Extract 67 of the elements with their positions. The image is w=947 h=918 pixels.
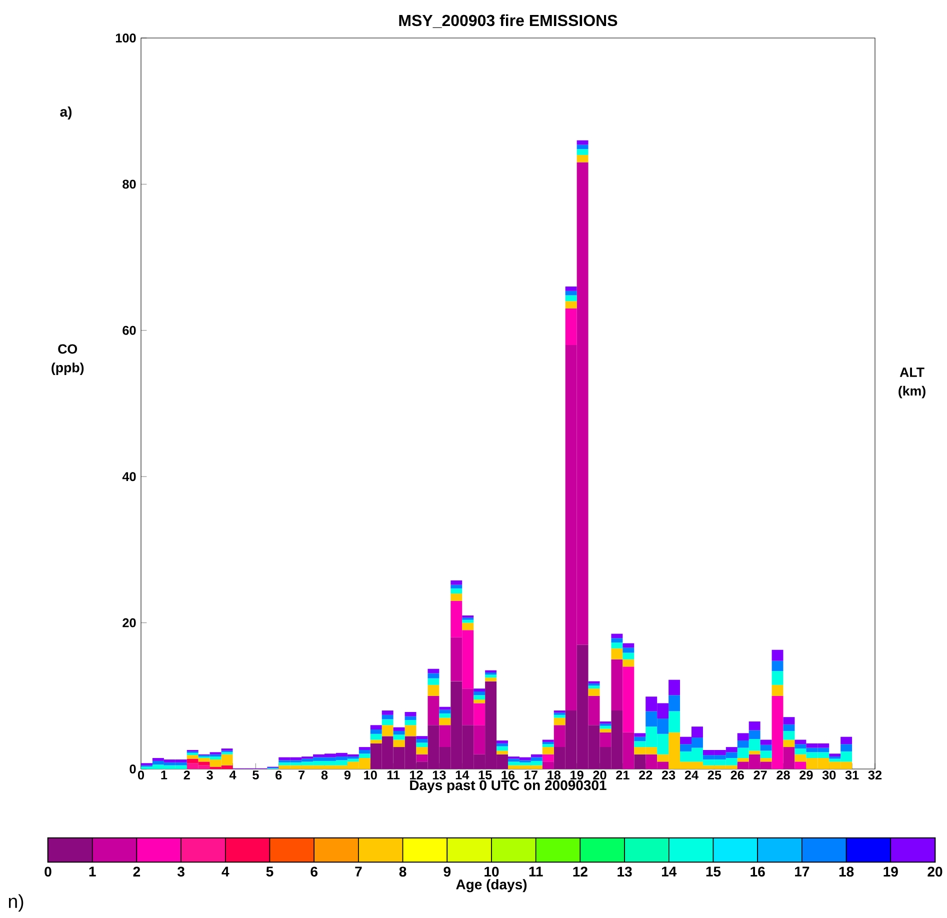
x-tick-label: 32 xyxy=(868,770,882,780)
x-tick-label: 10 xyxy=(364,770,377,780)
x-tick-label: 27 xyxy=(754,770,767,780)
color-bar-label: 15 xyxy=(706,866,721,876)
x-tick-label: 0 xyxy=(138,770,144,780)
x-tick-label: 3 xyxy=(206,770,213,780)
x-tick-label: 28 xyxy=(776,770,790,780)
x-tick-label: 24 xyxy=(684,770,698,780)
color-bar-label: 10 xyxy=(484,866,499,877)
color-bar-label: 13 xyxy=(618,866,632,877)
x-tick-label: 12 xyxy=(410,770,423,780)
y-axis-title: CO (ppb) xyxy=(52,344,84,375)
color-bar-label: 0 xyxy=(44,866,52,877)
color-bar-label: 16 xyxy=(750,866,765,877)
x-tick-label: 9 xyxy=(344,770,351,780)
x-tick-label: 13 xyxy=(432,770,446,780)
x-tick-label: 25 xyxy=(708,770,722,780)
x-tick-label: 15 xyxy=(478,770,492,780)
color-bar-label: 7 xyxy=(355,866,362,876)
color-bar-title: Age (days) xyxy=(456,879,527,892)
x-tick-label: 16 xyxy=(502,770,515,780)
x-tick-label: 7 xyxy=(298,770,305,780)
x-tick-label: 18 xyxy=(548,770,561,780)
y-tick-label: 100 xyxy=(116,34,136,42)
x-axis-title: Days past 0 UTC on 20090301 xyxy=(410,780,606,793)
chart-title: MSY_200903 fire EMISSIONS xyxy=(399,14,618,28)
x-tick-label: 23 xyxy=(662,770,676,780)
x-tick-label: 26 xyxy=(730,770,744,780)
color-bar-label: 19 xyxy=(884,866,898,877)
x-tick-label: 30 xyxy=(822,770,836,780)
x-tick-label: 20 xyxy=(593,770,606,780)
x-tick-label: 8 xyxy=(321,770,328,780)
x-tick-label: 21 xyxy=(616,770,630,780)
color-bar-label: 3 xyxy=(177,866,184,877)
y-tick-label: 0 xyxy=(130,764,136,774)
x-tick-label: 1 xyxy=(161,770,168,780)
x-tick-label: 4 xyxy=(229,770,236,780)
color-bar-label: 5 xyxy=(266,866,274,876)
color-bar-label: 12 xyxy=(573,866,588,876)
color-bar-label: 2 xyxy=(133,866,140,876)
x-tick-label: 5 xyxy=(252,770,259,780)
y2-axis-title: ALT (km) xyxy=(898,368,926,398)
color-bar-label: 17 xyxy=(795,866,810,876)
y-tick-label: 20 xyxy=(122,618,136,628)
x-tick-label: 6 xyxy=(276,770,282,780)
x-tick-label: 11 xyxy=(387,770,400,780)
y-tick-label: 80 xyxy=(122,180,136,189)
x-tick-label: 29 xyxy=(800,770,813,780)
color-bar-label: 8 xyxy=(399,866,406,877)
x-tick-label: 17 xyxy=(524,770,538,780)
color-bar-label: 18 xyxy=(839,866,854,877)
y-tick-label: 40 xyxy=(122,472,136,482)
color-bar-label: 4 xyxy=(222,866,230,876)
x-tick-label: 2 xyxy=(184,770,190,780)
color-bar-label: 20 xyxy=(928,866,942,877)
color-bar-label: 6 xyxy=(310,866,318,877)
color-bar-label: 11 xyxy=(529,866,543,876)
text: n) xyxy=(8,894,24,912)
x-tick-label: 19 xyxy=(570,770,584,780)
color-bar-label: 1 xyxy=(89,866,96,876)
color-bar-label: 9 xyxy=(444,866,451,877)
color-bar-label: 14 xyxy=(662,866,677,876)
x-tick-label: 31 xyxy=(845,770,859,780)
x-tick-label: 14 xyxy=(456,770,470,780)
y-tick-label: 60 xyxy=(122,326,136,335)
x-tick-label: 22 xyxy=(639,770,652,780)
text: a) xyxy=(60,106,72,120)
